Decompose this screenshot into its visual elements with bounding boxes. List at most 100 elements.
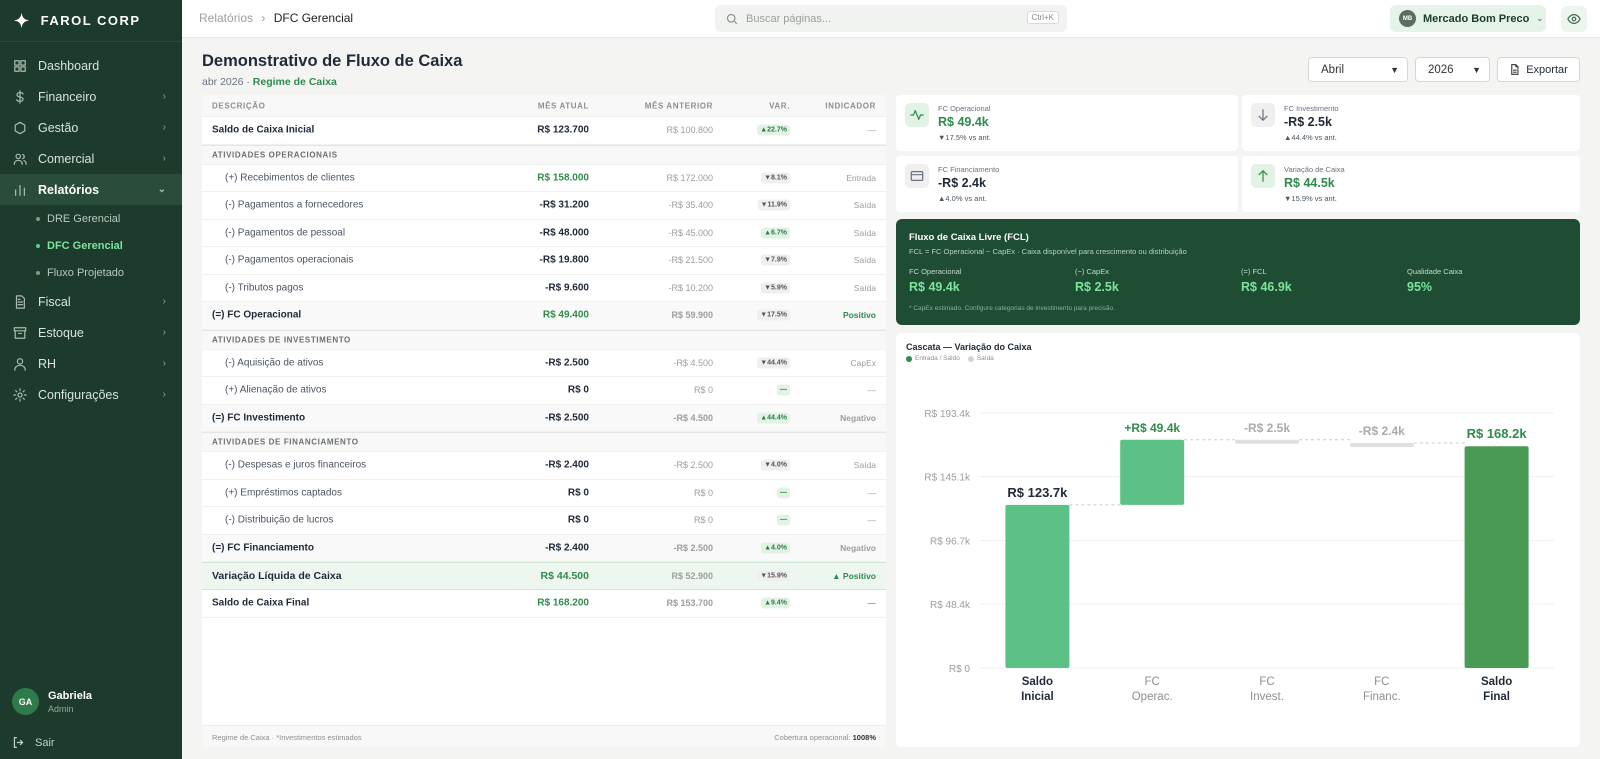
sidebar-item-financeiro[interactable]: Financeiro › (0, 81, 182, 112)
arrow-up-icon (1251, 164, 1275, 188)
table-row[interactable]: (=) FC Financiamento -R$ 2.400 -R$ 2.500 ▲4… (202, 534, 886, 562)
section-header: ATIVIDADES OPERACIONAIS (202, 144, 886, 165)
table-row[interactable]: (-) Distribuição de lucros R$ 0 R$ 0 — — (202, 507, 886, 535)
sidebar-item-comercial[interactable]: Comercial › (0, 143, 182, 174)
sidebar-item-rh[interactable]: RH › (0, 348, 182, 379)
kpi-card[interactable]: FC Financiamento -R$ 2.4k ▲4.0% vs ant. (896, 156, 1238, 212)
row-description: (-) Tributos pagos (225, 282, 304, 294)
kpi-card[interactable]: FC Operacional R$ 49.4k ▼17.5% vs ant. (896, 95, 1238, 151)
sidebar-item-configuracoes[interactable]: Configurações › (0, 379, 182, 410)
document-icon (12, 294, 28, 310)
row-description: (=) FC Investimento (212, 412, 306, 424)
chevron-right-icon: › (162, 122, 166, 133)
table-row[interactable]: Saldo de Caixa Final R$ 168.200 R$ 153.700… (202, 590, 886, 618)
table-row[interactable]: (-) Pagamentos de pessoal -R$ 48.000 -R$ 4… (202, 220, 886, 247)
row-description: (-) Distribuição de lucros (225, 514, 334, 526)
month-select[interactable]: Abril ▼ (1308, 57, 1408, 82)
column-header[interactable]: MÊS ATUAL (537, 101, 589, 110)
breadcrumb-parent[interactable]: Relatórios (199, 11, 254, 25)
subnav-item[interactable]: DRE Gerencial (0, 205, 182, 232)
table-row[interactable]: Saldo de Caixa Inicial R$ 123.700 R$ 100.8… (202, 117, 886, 145)
current-month-value: -R$ 2.500 (545, 357, 589, 369)
kpi-label: FC Investimento (1284, 104, 1339, 113)
chevron-right-icon: › (162, 327, 166, 338)
fcl-item-label: (−) CapEx (1075, 267, 1109, 276)
data-label: -R$ 2.5k (1244, 421, 1290, 435)
subnav-item[interactable]: Fluxo Projetado (0, 259, 182, 286)
table-row[interactable]: (-) Pagamentos a fornecedores -R$ 31.200 -… (202, 192, 886, 220)
column-header[interactable]: DESCRIÇÃO (212, 101, 266, 110)
fcl-item: (−) CapEx R$ 2.5k (1075, 267, 1119, 294)
current-month-value: R$ 123.700 (537, 124, 589, 136)
previous-month-value: R$ 153.700 (666, 598, 713, 609)
main-nav: Dashboard Financeiro › Gestão › Comercial › Rel… (0, 50, 182, 410)
x-tick-label: Operac. (1132, 691, 1173, 703)
chevron-right-icon: › (162, 296, 166, 307)
table-row[interactable]: (+) Recebimentos de clientes R$ 158.000 R$… (202, 165, 886, 192)
legend-label: Saída (976, 355, 994, 362)
fcl-item: FC Operacional R$ 49.4k (909, 267, 962, 294)
sidebar-item-dashboard[interactable]: Dashboard (0, 50, 182, 81)
table-header: DESCRIÇÃO MÊS ATUAL MÊS ANTERIOR VAR. INDICA… (202, 95, 886, 117)
sidebar-item-estoque[interactable]: Estoque › (0, 317, 182, 348)
current-month-value: R$ 168.200 (537, 597, 589, 609)
table-row[interactable]: (-) Tributos pagos -R$ 9.600 -R$ 10.200 ▼5.… (202, 275, 886, 302)
column-header[interactable]: MÊS ANTERIOR (644, 101, 713, 110)
page-subtitle: abr 2026 · Regime de Caixa (202, 76, 337, 88)
sidebar-item-label: Comercial (38, 151, 95, 166)
bullet-icon (36, 243, 40, 248)
table-row[interactable]: Variação Líquida de Caixa R$ 44.500 R$ 52.… (202, 562, 886, 590)
kpi-card[interactable]: FC Investimento -R$ 2.5k ▲44.4% vs ant. (1242, 95, 1580, 151)
company-selector[interactable]: MB Mercado Bom Preco ⌄ (1390, 5, 1546, 32)
table-row[interactable]: (-) Pagamentos operacionais -R$ 19.800 -R$… (202, 247, 886, 275)
row-description: (=) FC Operacional (212, 309, 302, 321)
coverage-value: 1008% (852, 733, 876, 742)
logout-button[interactable]: Sair (12, 736, 55, 749)
table-row[interactable]: (=) FC Operacional R$ 49.400 R$ 59.900 ▼17.… (202, 302, 886, 330)
user-profile[interactable]: GA Gabriela Admin (12, 688, 92, 715)
bar[interactable] (1464, 446, 1529, 668)
sidebar-item-gestao[interactable]: Gestão › (0, 112, 182, 143)
bar[interactable] (1235, 439, 1299, 444)
export-button[interactable]: Exportar (1497, 57, 1580, 82)
table-row[interactable]: (+) Alienação de ativos R$ 0 R$ 0 — — (202, 377, 886, 405)
fcl-item-label: (=) FCL (1241, 267, 1267, 276)
table-row[interactable]: (-) Aquisição de ativos -R$ 2.500 -R$ 4.50… (202, 350, 886, 377)
indicator: Negativo (840, 542, 876, 553)
previous-month-value: -R$ 35.400 (668, 200, 713, 211)
current-month-value: R$ 44.500 (540, 570, 589, 582)
y-tick-label: R$ 193.4k (924, 409, 971, 420)
search-input[interactable]: Buscar páginas... Ctrl+K (715, 5, 1067, 32)
table-row[interactable]: (+) Empréstimos captados R$ 0 R$ 0 — — (202, 480, 886, 507)
fcl-item: (=) FCL R$ 46.9k (1241, 267, 1292, 294)
column-header[interactable]: VAR. (769, 101, 790, 110)
brand[interactable]: ✦ FAROL CORP (0, 0, 182, 42)
table-row[interactable]: (=) FC Investimento -R$ 2.500 -R$ 4.500 ▲44… (202, 404, 886, 432)
previous-month-value: -R$ 4.500 (673, 412, 713, 423)
file-icon (1511, 64, 1519, 75)
breadcrumb: Relatórios › DFC Gerencial (199, 11, 353, 25)
table-row[interactable]: (-) Despesas e juros financeiros -R$ 2.40… (202, 452, 886, 480)
year-select[interactable]: 2026 ▼ (1415, 57, 1490, 82)
previous-month-value: -R$ 45.000 (668, 227, 713, 238)
x-tick-label: Financ. (1363, 691, 1401, 703)
kpi-card[interactable]: Variação de Caixa R$ 44.5k ▼15.9% vs ant. (1242, 156, 1580, 212)
column-header[interactable]: INDICADOR (825, 101, 876, 110)
sidebar-item-fiscal[interactable]: Fiscal › (0, 286, 182, 317)
eye-icon (1567, 14, 1581, 24)
bar[interactable] (1349, 443, 1414, 448)
sidebar-item-relatorios[interactable]: Relatórios ⌄ (0, 174, 182, 205)
visibility-toggle-button[interactable] (1561, 6, 1587, 32)
bar[interactable] (1120, 439, 1185, 505)
row-description: (-) Pagamentos a fornecedores (225, 199, 364, 211)
y-tick-label: R$ 48.4k (930, 600, 971, 611)
kpi-delta: ▲4.0% vs ant. (938, 194, 987, 203)
search-placeholder: Buscar páginas... (746, 12, 831, 25)
variation-badge: — (777, 487, 790, 499)
kpi-value: -R$ 2.4k (938, 176, 986, 190)
previous-month-value: -R$ 2.500 (673, 542, 713, 553)
indicator: — (867, 125, 877, 136)
bar[interactable] (1005, 504, 1070, 668)
coverage-label: Cobertura operacional: (774, 733, 853, 742)
subnav-item[interactable]: DFC Gerencial (0, 232, 182, 259)
